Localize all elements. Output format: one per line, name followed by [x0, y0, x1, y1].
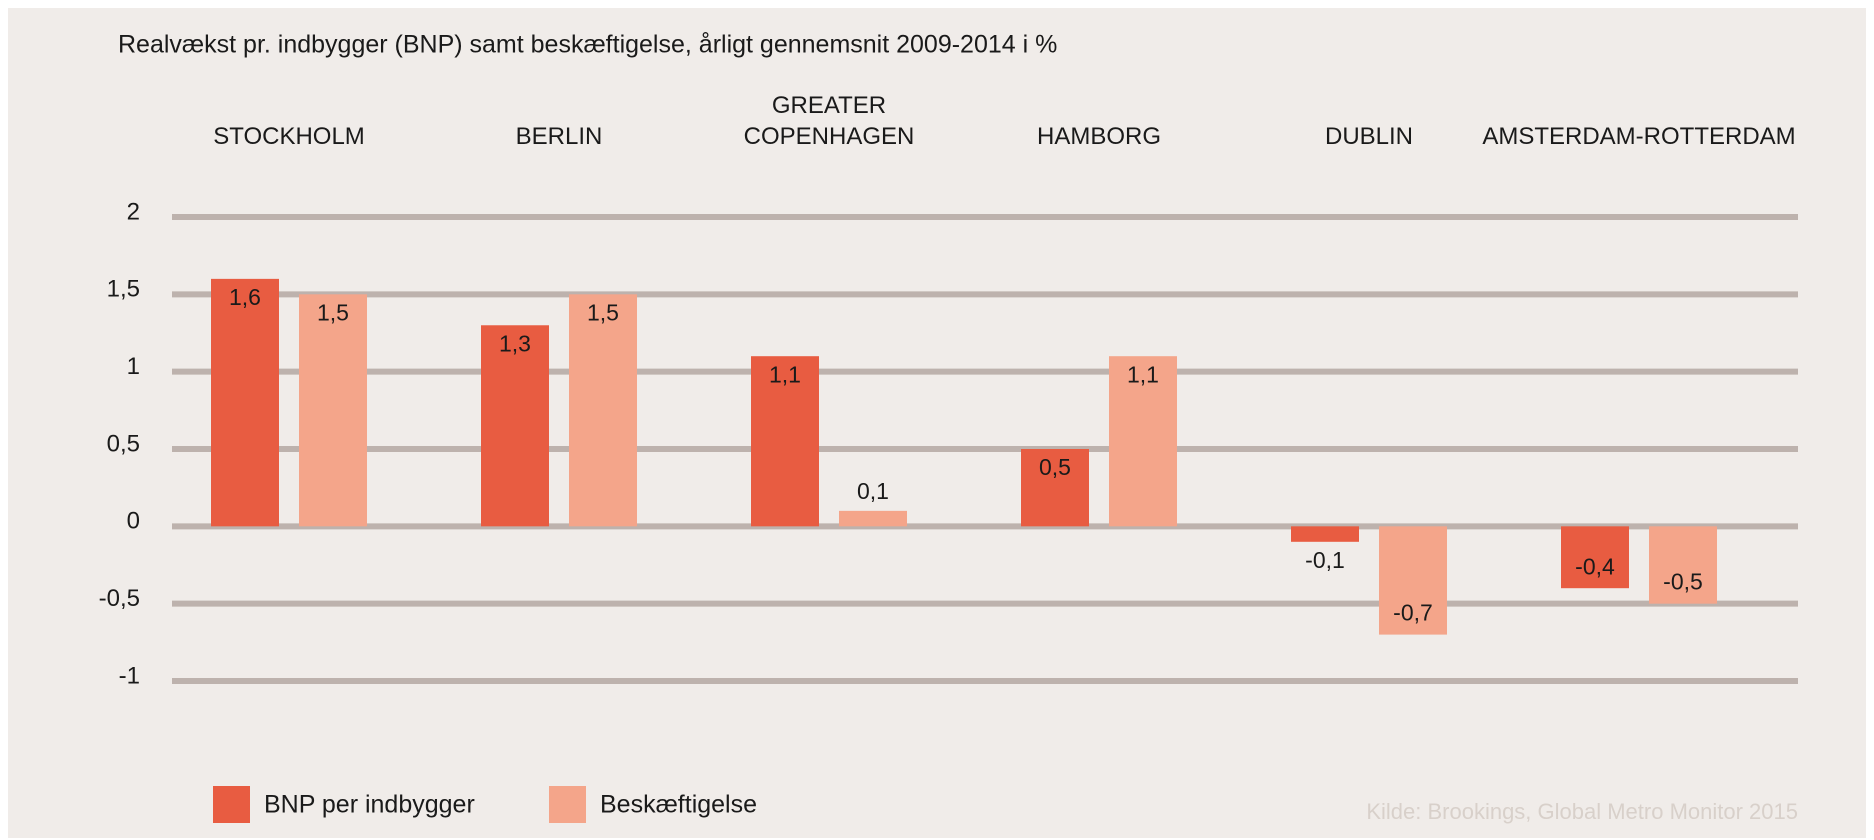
bar: [839, 510, 907, 527]
category-label: DUBLIN: [1324, 123, 1414, 150]
y-tick-label: 1,5: [107, 276, 140, 303]
value-label: 1,3: [499, 330, 531, 356]
y-tick-label: 0,5: [107, 430, 140, 457]
bar: [1109, 356, 1177, 527]
value-label: -0,4: [1575, 553, 1615, 579]
value-label: -0,7: [1393, 600, 1433, 626]
value-label: 1,6: [229, 284, 261, 310]
category-label: AMSTERDAM-ROTTERDAM: [1482, 123, 1796, 150]
value-label: 0,1: [857, 478, 889, 504]
bar: [1291, 526, 1359, 542]
value-label: 1,5: [587, 299, 619, 325]
value-label: 1,1: [769, 361, 801, 387]
bar: [1021, 449, 1089, 527]
y-tick-label: 0: [127, 508, 140, 535]
bar: [481, 325, 549, 527]
bar: [1379, 526, 1447, 635]
bar: [1561, 526, 1629, 589]
source: Kilde: Brookings, Global Metro Monitor 2…: [1366, 799, 1798, 824]
legend-label: Beskæftigelse: [600, 791, 757, 819]
bar: [751, 356, 819, 527]
legend-swatch: [213, 786, 250, 823]
value-label: -0,1: [1305, 547, 1345, 573]
category-label: HAMBORG: [1036, 123, 1161, 150]
chart-title: Realvækst pr. indbygger (BNP) samt beskæ…: [118, 31, 1057, 59]
y-tick-label: -0,5: [99, 585, 140, 612]
value-label: 0,5: [1039, 454, 1071, 480]
legend-swatch: [549, 786, 586, 823]
y-tick-label: 2: [127, 198, 140, 225]
bar: [211, 278, 279, 527]
bar: [1649, 526, 1717, 604]
category-label: STOCKHOLM: [213, 123, 365, 150]
y-tick-label: 1: [127, 353, 140, 380]
value-label: 1,5: [317, 299, 349, 325]
category-label: GREATER COPENHAGEN: [743, 92, 915, 150]
value-label: 1,1: [1127, 361, 1159, 387]
bar: [299, 294, 367, 527]
y-tick-label: -1: [119, 662, 140, 689]
legend-label: BNP per indbygger: [264, 791, 475, 819]
category-label: BERLIN: [515, 123, 603, 150]
value-label: -0,5: [1663, 569, 1703, 595]
bar: [569, 294, 637, 527]
